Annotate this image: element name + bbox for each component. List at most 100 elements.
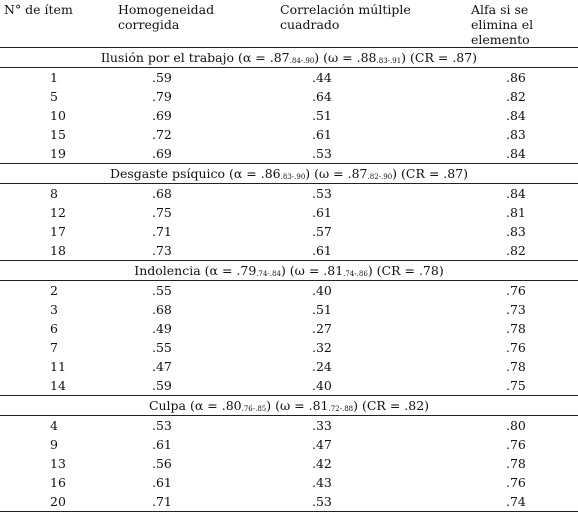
section-name: Indolencia [134, 263, 201, 278]
cell-homogeneity: .49 [152, 321, 172, 336]
cell-alpha-if-deleted: .76 [506, 340, 526, 355]
section-cr: .87 [452, 50, 473, 65]
table-row: 3 .68 .51 .73 [0, 300, 578, 319]
cell-item-number: 1 [50, 70, 58, 85]
cell-homogeneity: .69 [152, 108, 172, 123]
section-header: Ilusión por el trabajo (α = .87.84-.90) … [0, 47, 578, 68]
cell-squared-correlation: .53 [312, 186, 332, 201]
cell-homogeneity: .68 [152, 186, 172, 201]
cell-item-number: 19 [50, 146, 66, 161]
section-omega-ci: .74-.86 [343, 270, 368, 278]
section-cr: .78 [418, 263, 439, 278]
cell-alpha-if-deleted: .80 [506, 418, 526, 433]
cell-item-number: 3 [50, 302, 58, 317]
section-alpha-ci: .84-.90 [289, 57, 315, 65]
cell-item-number: 12 [50, 205, 66, 220]
section-alpha-ci: .76-.85 [241, 405, 267, 413]
cell-homogeneity: .75 [152, 205, 172, 220]
table-row: 14 .59 .40 .75 [0, 376, 578, 396]
cell-homogeneity: .61 [152, 475, 172, 490]
section-cr: .87 [443, 166, 464, 181]
cell-item-number: 15 [50, 127, 66, 142]
cell-alpha-if-deleted: .78 [506, 321, 526, 336]
section-header-row: Culpa (α = .80.76-.85) (ω = .81.72-.88) … [0, 395, 578, 416]
cell-squared-correlation: .51 [312, 108, 332, 123]
table-row: 20.71.53.74 [0, 492, 578, 512]
cell-squared-correlation: .53 [312, 146, 332, 161]
table-row: 8 .68 .53 .84 [0, 184, 578, 204]
section-omega: .81 [308, 398, 329, 413]
table-row: 5 .79 .64 .82 [0, 87, 578, 106]
cell-alpha-if-deleted: .82 [506, 89, 526, 104]
cell-homogeneity: .59 [152, 70, 172, 85]
section-name: Desgaste psíquico [109, 166, 226, 181]
section-omega: .81 [323, 263, 344, 278]
cell-item-number: 18 [50, 243, 66, 258]
cell-squared-correlation: .61 [312, 127, 332, 142]
table-row: 2 .55 .40 .76 [0, 281, 578, 301]
section-header: Culpa (α = .80.76-.85) (ω = .81.72-.88) … [0, 395, 578, 416]
section-omega-ci: .72-.88 [328, 405, 354, 413]
cell-homogeneity: .68 [152, 302, 172, 317]
section-header: Desgaste psíquico (α = .86.83-.90) (ω = … [0, 163, 578, 184]
section-header-row: Ilusión por el trabajo (α = .87.84-.90) … [0, 47, 578, 68]
cell-squared-correlation: .32 [312, 340, 332, 355]
table-row: 9 .61 .47 .76 [0, 435, 578, 454]
cell-homogeneity: .59 [152, 378, 172, 393]
header-item-number: N° de ítem [0, 2, 100, 48]
cell-item-number: 6 [50, 321, 58, 336]
cell-alpha-if-deleted: .83 [506, 127, 526, 142]
cell-alpha-if-deleted: .84 [506, 186, 526, 201]
section-omega-ci: .82-.90 [367, 173, 393, 181]
section-alpha: .87 [269, 50, 290, 65]
section-alpha-ci: .83-.90 [280, 173, 306, 181]
cell-homogeneity: .56 [152, 456, 172, 471]
table-row: 17 .71 .57 .83 [0, 222, 578, 241]
cell-homogeneity: .69 [152, 146, 172, 161]
table-row: 18 .73 .61 .82 [0, 241, 578, 261]
cell-alpha-if-deleted: .78 [506, 359, 526, 374]
cell-squared-correlation: .61 [312, 243, 332, 258]
cell-homogeneity: .73 [152, 243, 172, 258]
cell-homogeneity: .79 [152, 89, 172, 104]
section-name: Culpa [148, 398, 187, 413]
section-omega: .88 [356, 50, 377, 65]
table-body: Ilusión por el trabajo (α = .87.84-.90) … [0, 47, 578, 512]
cell-squared-correlation: .51 [312, 302, 332, 317]
table-row: 15 .72 .61 .83 [0, 125, 578, 144]
cell-squared-correlation: .24 [312, 359, 332, 374]
cell-item-number: 2 [50, 283, 58, 298]
cell-alpha-if-deleted: .82 [506, 243, 526, 258]
cell-item-number: 8 [50, 186, 58, 201]
cell-squared-correlation: .64 [312, 89, 332, 104]
cell-alpha-if-deleted: .86 [506, 70, 526, 85]
table-header-row: N° de ítem Homogeneidad corregida Correl… [0, 2, 578, 48]
cell-squared-correlation: .43 [312, 475, 332, 490]
cell-alpha-if-deleted: .76 [506, 283, 526, 298]
cell-item-number: 13 [50, 456, 66, 471]
cell-homogeneity: .47 [152, 359, 172, 374]
cell-homogeneity: .72 [152, 127, 172, 142]
cell-item-number: 10 [50, 108, 66, 123]
section-name: Ilusión por el trabajo [100, 50, 235, 65]
section-alpha: .80 [221, 398, 242, 413]
cell-alpha-if-deleted: .74 [415, 492, 578, 512]
section-header-row: Indolencia (α = .79.74-.84) (ω = .81.74-… [0, 260, 578, 281]
section-header: Indolencia (α = .79.74-.84) (ω = .81.74-… [0, 260, 578, 281]
section-cr: .82 [404, 398, 425, 413]
cell-homogeneity: .61 [152, 437, 172, 452]
cell-homogeneity: .71 [100, 492, 232, 512]
table-row: 16 .61 .43 .76 [0, 473, 578, 492]
section-omega-ci: .83-.91 [376, 57, 402, 65]
header-corrected-homogeneity: Homogeneidad corregida [100, 2, 232, 48]
header-alpha-if-deleted: Alfa si se elimina el elemento [415, 2, 578, 48]
section-header-row: Desgaste psíquico (α = .86.83-.90) (ω = … [0, 163, 578, 184]
cell-alpha-if-deleted: .73 [506, 302, 526, 317]
table-row: 6 .49 .27 .78 [0, 319, 578, 338]
cell-alpha-if-deleted: .76 [506, 437, 526, 452]
table-row: 12 .75 .61 .81 [0, 203, 578, 222]
section-alpha: .79 [236, 263, 257, 278]
cell-alpha-if-deleted: .78 [506, 456, 526, 471]
